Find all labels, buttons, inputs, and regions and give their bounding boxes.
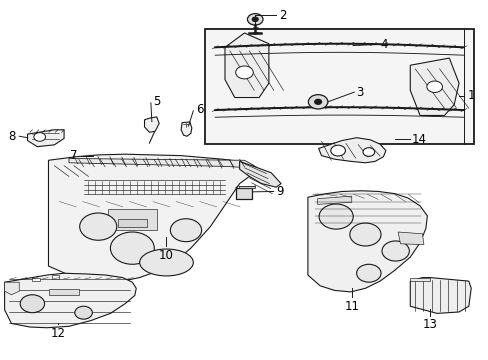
Circle shape: [319, 204, 352, 229]
Text: 5: 5: [153, 95, 160, 108]
Circle shape: [34, 133, 45, 141]
Text: 3: 3: [356, 86, 363, 99]
Text: 9: 9: [276, 185, 284, 198]
Polygon shape: [48, 154, 256, 281]
Circle shape: [247, 14, 263, 25]
Bar: [235, 188, 252, 199]
Polygon shape: [27, 130, 64, 147]
Circle shape: [75, 306, 92, 319]
Polygon shape: [239, 161, 281, 187]
Text: 6: 6: [195, 103, 203, 116]
Polygon shape: [32, 278, 40, 281]
Text: 2: 2: [279, 9, 286, 22]
Circle shape: [308, 95, 327, 109]
Polygon shape: [52, 275, 59, 279]
Circle shape: [426, 81, 442, 93]
Polygon shape: [238, 186, 255, 188]
Text: 12: 12: [51, 327, 65, 340]
Circle shape: [314, 99, 321, 104]
Circle shape: [349, 223, 380, 246]
Bar: [205, 30, 473, 144]
Polygon shape: [409, 278, 429, 281]
Circle shape: [170, 219, 201, 242]
Polygon shape: [4, 282, 19, 295]
Polygon shape: [397, 232, 423, 244]
Text: 14: 14: [411, 133, 426, 146]
Polygon shape: [118, 220, 147, 226]
Circle shape: [235, 66, 253, 79]
Polygon shape: [181, 122, 191, 136]
Circle shape: [356, 264, 380, 282]
Polygon shape: [108, 209, 157, 230]
Circle shape: [252, 17, 258, 22]
Polygon shape: [69, 158, 254, 167]
Text: 13: 13: [422, 318, 436, 331]
Polygon shape: [317, 196, 351, 204]
Circle shape: [362, 148, 374, 156]
Polygon shape: [49, 289, 79, 295]
Circle shape: [80, 213, 117, 240]
Ellipse shape: [140, 249, 193, 276]
Circle shape: [110, 232, 154, 264]
Polygon shape: [4, 273, 136, 328]
Text: 1: 1: [467, 89, 474, 102]
Circle shape: [20, 295, 44, 313]
Circle shape: [330, 145, 345, 156]
Polygon shape: [409, 278, 470, 314]
Text: 10: 10: [159, 249, 174, 262]
Polygon shape: [409, 58, 458, 116]
Polygon shape: [318, 138, 385, 163]
Text: 11: 11: [344, 300, 359, 313]
Text: 7: 7: [70, 149, 78, 162]
Polygon shape: [307, 191, 427, 292]
Text: 8: 8: [8, 130, 15, 143]
Polygon shape: [144, 117, 159, 132]
Circle shape: [381, 241, 408, 261]
Text: 4: 4: [379, 38, 387, 51]
Polygon shape: [224, 33, 268, 98]
